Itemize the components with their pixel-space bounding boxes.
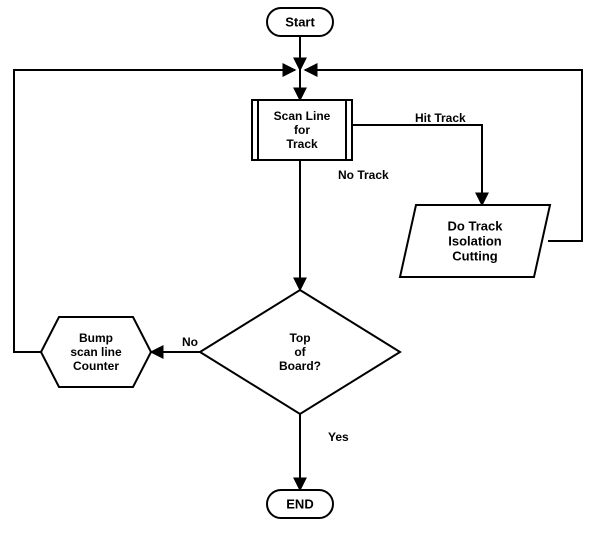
bump-label: scan line	[70, 345, 122, 359]
edge-top-no: No	[151, 335, 200, 352]
node-scan: Scan LineforTrack	[252, 100, 352, 160]
scan-label: for	[294, 123, 310, 137]
scan-label: Track	[286, 137, 318, 151]
start-label: Start	[285, 15, 315, 30]
edge-scan-to-top: No Track	[300, 160, 389, 290]
bump-label: Bump	[79, 331, 113, 345]
edge-top-no-label: No	[182, 335, 198, 349]
iso-label: Isolation	[448, 234, 502, 249]
edge-top-yes-label: Yes	[328, 430, 349, 444]
top-label: Board?	[279, 359, 321, 373]
edge-top-yes: Yes	[300, 414, 349, 490]
node-end: END	[267, 490, 333, 518]
edge-scan-to-top-label: No Track	[338, 168, 389, 182]
end-label: END	[286, 497, 313, 512]
node-iso: Do TrackIsolationCutting	[400, 205, 550, 277]
iso-label: Cutting	[452, 248, 498, 263]
node-bump: Bumpscan lineCounter	[41, 317, 151, 387]
scan-label: Scan Line	[274, 109, 331, 123]
edge-scan-to-iso: Hit Track	[352, 111, 482, 205]
iso-label: Do Track	[448, 219, 504, 234]
flowchart-canvas: No Track Hit Track Yes No Start Scan Linefor…	[0, 0, 602, 528]
node-top: TopofBoard?	[200, 290, 400, 414]
bump-label: Counter	[73, 359, 119, 373]
node-start: Start	[267, 8, 333, 36]
edge-scan-to-iso-label: Hit Track	[415, 111, 466, 125]
top-label: of	[294, 345, 306, 359]
top-label: Top	[289, 331, 310, 345]
